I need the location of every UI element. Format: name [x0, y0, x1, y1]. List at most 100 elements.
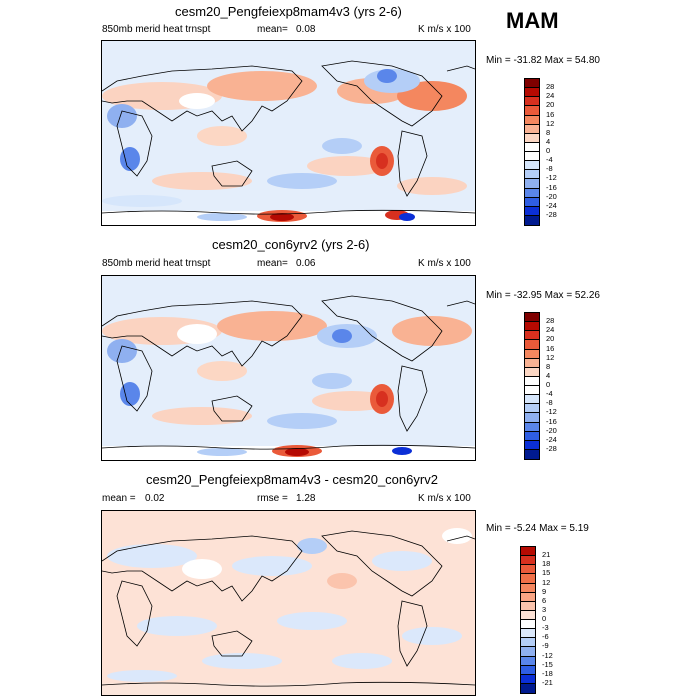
colorbar-swatch — [521, 556, 535, 566]
panel-2-title: cesm20_con6yrv2 (yrs 2-6) — [212, 237, 370, 252]
colorbar-swatch — [525, 422, 539, 432]
panel-2-units: K m/s x 100 — [418, 258, 471, 269]
panel-2-mean-value: 0.06 — [296, 258, 316, 269]
colorbar-swatch — [525, 367, 539, 377]
panel-3-map-svg — [102, 511, 475, 695]
panel-1-mean-value: 0.08 — [296, 24, 316, 35]
colorbar-tick-label: 21 — [542, 550, 551, 560]
panel-1-units: K m/s x 100 — [418, 24, 471, 35]
colorbar-tick-label: 20 — [546, 334, 555, 344]
colorbar-swatch — [525, 88, 539, 98]
colorbar-swatch — [525, 170, 539, 180]
colorbar-tick-label: 20 — [546, 100, 555, 110]
colorbar-tick-label: 6 — [542, 595, 547, 605]
colorbar-tick-label: -4 — [546, 389, 553, 399]
colorbar-swatch — [521, 638, 535, 648]
colorbar-swatch — [521, 665, 535, 675]
colorbar-tick-label: 16 — [546, 343, 555, 353]
colorbar-tick-label: -9 — [542, 641, 549, 651]
colorbar-swatch — [521, 610, 535, 620]
colorbar-tick-label: -12 — [546, 173, 557, 183]
colorbar-swatch — [525, 395, 539, 405]
panel-3-map — [101, 510, 476, 696]
colorbar-swatch — [521, 583, 535, 593]
colorbar-swatch — [525, 322, 539, 332]
panel-1-map-svg — [102, 41, 475, 225]
colorbar-tick-label: -24 — [546, 434, 557, 444]
colorbar-swatch — [525, 404, 539, 414]
colorbar-swatch — [525, 386, 539, 396]
colorbar-tick-label: -28 — [546, 209, 557, 219]
colorbar-tick-label: -28 — [546, 443, 557, 453]
panel-2-field-label: 850mb merid heat trnspt — [102, 258, 211, 269]
panel-3-rmse-value: 1.28 — [296, 493, 316, 504]
colorbar-swatch — [525, 431, 539, 441]
panel-1-title: cesm20_Pengfeiexp8mam4v3 (yrs 2-6) — [175, 4, 402, 19]
colorbar-tick-label: -3 — [542, 623, 549, 633]
panel-3-title: cesm20_Pengfeiexp8mam4v3 - cesm20_con6yr… — [146, 472, 438, 487]
colorbar-tick-label: 24 — [546, 325, 555, 335]
colorbar-swatch — [525, 440, 539, 450]
colorbar-swatch — [525, 376, 539, 386]
colorbar-tick-label: -16 — [546, 416, 557, 426]
colorbar-tick-label: 3 — [542, 604, 547, 614]
colorbar-swatch — [525, 161, 539, 171]
colorbar-swatch — [525, 106, 539, 116]
colorbar-tick-label: -8 — [546, 164, 553, 174]
colorbar-tick-label: 8 — [546, 127, 551, 137]
colorbar-tick-label: -15 — [542, 659, 553, 669]
colorbar-swatch — [521, 601, 535, 611]
panel-1-colorbar-ticks: 28 24 20 16 12 8 4 0 -4 -8 -12 -16 -20 -24 -28 — [546, 78, 576, 226]
colorbar-tick-label: 0 — [542, 614, 547, 623]
colorbar-tick-label: 12 — [546, 118, 555, 128]
colorbar-swatch — [525, 97, 539, 107]
colorbar-tick-label: 0 — [546, 146, 551, 155]
colorbar-swatch — [525, 188, 539, 198]
colorbar-tick-label: 0 — [546, 380, 551, 389]
colorbar-swatch — [525, 313, 539, 323]
colorbar-swatch — [525, 115, 539, 125]
colorbar-swatch — [525, 340, 539, 350]
season-label: MAM — [506, 8, 559, 33]
colorbar-tick-label: -12 — [546, 407, 557, 417]
panel-2-mean-label: mean= — [257, 258, 288, 269]
colorbar-swatch — [521, 656, 535, 666]
colorbar-tick-label: 28 — [546, 316, 555, 326]
colorbar-tick-label: 8 — [546, 361, 551, 371]
colorbar-swatch — [525, 152, 539, 162]
panel-3-mean-value: 0.02 — [145, 493, 165, 504]
panel-3-minmax: Min = -5.24 Max = 5.19 — [486, 523, 589, 534]
colorbar-swatch — [525, 215, 539, 225]
colorbar-swatch — [525, 449, 539, 459]
colorbar-swatch — [525, 133, 539, 143]
panel-3-rmse-label: rmse = — [257, 493, 288, 504]
colorbar-tick-label: -6 — [542, 632, 549, 642]
panel-2-map-svg — [102, 276, 475, 460]
colorbar-swatch — [525, 349, 539, 359]
panel-1-map — [101, 40, 476, 226]
colorbar-tick-label: -20 — [546, 191, 557, 201]
colorbar-tick-label: 4 — [546, 136, 551, 146]
colorbar-tick-label: -16 — [546, 182, 557, 192]
colorbar-swatch — [521, 592, 535, 602]
colorbar-tick-label: -21 — [542, 677, 553, 687]
colorbar-tick-label: 12 — [542, 577, 551, 587]
colorbar-tick-label: 28 — [546, 82, 555, 92]
colorbar-tick-label: -18 — [542, 668, 553, 678]
colorbar-tick-label: 16 — [546, 109, 555, 119]
colorbar-swatch — [521, 647, 535, 657]
colorbar-tick-label: 4 — [546, 370, 551, 380]
colorbar-swatch — [521, 620, 535, 630]
colorbar-swatch — [525, 413, 539, 423]
colorbar-swatch — [525, 179, 539, 189]
colorbar-tick-label: -4 — [546, 155, 553, 165]
colorbar-tick-label: -8 — [546, 398, 553, 408]
panel-3-colorbar-swatches — [520, 546, 536, 694]
panel-3-colorbar-ticks: 21 18 15 12 9 6 3 0 -3 -6 -9 -12 -15 -18 -21 — [542, 546, 572, 694]
panel-1-mean-label: mean= — [257, 24, 288, 35]
panel-2-map — [101, 275, 476, 461]
colorbar-tick-label: -20 — [546, 425, 557, 435]
panel-2-colorbar-swatches — [524, 312, 540, 460]
colorbar-tick-label: -24 — [546, 200, 557, 210]
colorbar-swatch — [525, 358, 539, 368]
